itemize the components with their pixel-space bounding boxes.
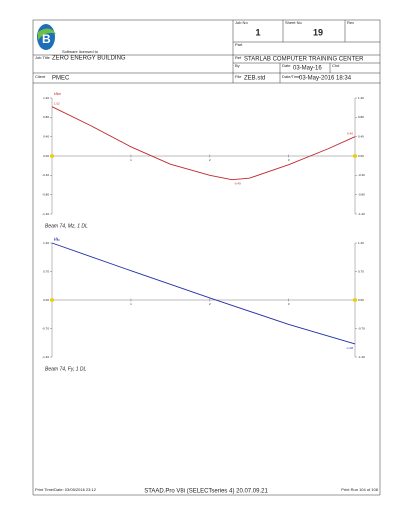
value: ZERO ENERGY BUILDING [52,56,126,62]
label: Chd [332,63,339,68]
x-tick-label: 1 [130,158,132,162]
y-tick-label: 0.80 [43,115,49,119]
support [353,298,357,302]
y-tick-label: 0.70 [358,269,364,273]
label: Ref [235,55,242,60]
value: ZEB.std [244,76,265,82]
label: Sheet No [285,20,302,25]
label: Rev [347,20,354,25]
unit-label: kNm [54,92,61,96]
value-label: 1.02 [54,101,60,105]
x-tick-label: 3 [288,158,290,162]
x-tick-label: 2 [209,302,211,306]
diagram-line [51,106,356,181]
value-label: -0.49 [234,181,241,185]
y-tick-label: -0.70 [358,326,365,330]
y-tick-label: -0.80 [358,192,365,196]
y-tick-label: 0.00 [358,154,364,158]
y-tick-label: 1.40 [358,241,364,245]
support [353,154,357,158]
caption: Beam 74, Mz, 1 DL [45,223,88,229]
value-label: 0.40 [347,131,353,135]
value: 03-May-16 [293,66,322,72]
y-tick-label: -0.80 [42,192,49,196]
footer-center: STAAD.Pro V8i (SELECTseries 4) 20.07.09.… [144,489,268,495]
logo: B [37,24,56,50]
label: Client [35,74,46,79]
support [50,298,54,302]
y-tick-label: -1.40 [358,355,365,359]
support [50,154,54,158]
value: PMEC [52,76,70,82]
y-tick-label: 0.00 [43,298,49,302]
y-tick-label: -1.20 [358,212,365,216]
value: 19 [313,27,323,37]
footer-right: Print Run 104 of 108 [341,487,378,492]
y-tick-label: 0.80 [358,115,364,119]
y-tick-label: 1.40 [43,241,49,245]
label: By [235,63,240,68]
y-tick-label: -1.40 [42,355,49,359]
y-tick-label: -1.20 [42,212,49,216]
y-tick-label: 0.40 [358,134,364,138]
label: Part [235,42,243,47]
y-tick-label: 0.00 [43,154,49,158]
y-tick-label: -0.40 [42,173,49,177]
label: Date [282,63,291,68]
value-label: 1.40 [54,238,60,242]
unit-label: kN [54,237,59,241]
footer-left: Print Time/Date: 03/05/2016 23:12 [35,487,97,492]
header-frame [32,19,381,84]
logo-letter: B [42,32,51,46]
label: Job Title [35,55,51,60]
label: File [235,74,242,79]
caption: Beam 74, Fy, 1 DL [45,366,87,372]
y-tick-label: 1.20 [43,96,49,100]
label: Job No [235,20,248,25]
x-tick-label: 2 [209,158,211,162]
label: Date/Time [282,74,301,79]
license: Software licensed to [62,49,99,54]
y-tick-label: 0.70 [43,269,49,273]
y-tick-label: 1.20 [358,96,364,100]
value: STARLAB COMPUTER TRAINING CENTER [244,57,364,63]
header: B Software licensed to Job No 1 Sheet No… [32,19,381,84]
logo-swoosh [38,28,56,40]
diagram-line [51,242,356,345]
y-tick-label: 0.00 [358,298,364,302]
value-label: -1.08 [346,346,353,350]
value: 03-May-2016 18:34 [299,76,352,82]
x-tick-label: 3 [288,302,290,306]
y-tick-label: 0.40 [43,134,49,138]
x-tick-label: 1 [130,302,132,306]
y-tick-label: -0.40 [358,173,365,177]
value: 1 [255,27,260,37]
y-tick-label: -0.70 [42,326,49,330]
